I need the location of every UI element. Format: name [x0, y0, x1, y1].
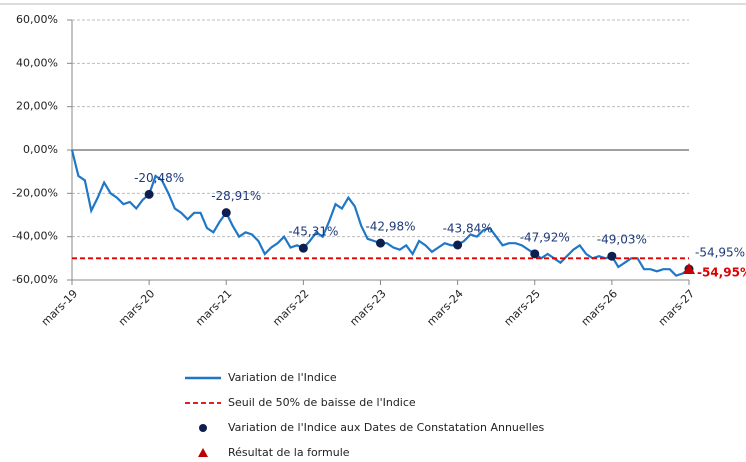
x-tick-label: mars-21 — [193, 287, 234, 328]
index-line — [70, 149, 690, 277]
x-tick-label: mars-20 — [116, 287, 157, 328]
x-tick-label: mars-22 — [270, 287, 311, 328]
data-label: -54,95% — [697, 266, 746, 280]
legend-label: Variation de l'Indice aux Dates de Const… — [228, 421, 545, 434]
y-tick-label: 0,00% — [23, 143, 58, 156]
data-label: -45,31% — [288, 225, 338, 239]
annual-dot — [221, 208, 231, 218]
legend-label: Seuil de 50% de baisse de l'Indice — [228, 396, 416, 409]
data-label: -49,03% — [597, 233, 647, 247]
annual-dot — [376, 238, 385, 248]
annual-dot — [530, 249, 540, 259]
legend-label: Résultat de la formule — [228, 446, 350, 459]
data-label: -28,91% — [211, 189, 261, 203]
annual-dot — [453, 240, 463, 250]
data-label: -42,98% — [365, 220, 415, 234]
annual-dot — [144, 189, 154, 199]
result-triangle — [683, 263, 695, 275]
y-tick-label: -40,00% — [12, 230, 58, 243]
data-label: -43,84% — [443, 221, 493, 235]
legend-label: Variation de l'Indice — [228, 371, 337, 384]
annual-dot — [607, 251, 617, 261]
y-tick-label: 20,00% — [16, 100, 58, 113]
x-tick-label: mars-27 — [656, 287, 697, 328]
y-tick-label: -20,00% — [12, 186, 58, 199]
y-tick-label: 40,00% — [16, 56, 58, 69]
x-tick-label: mars-24 — [424, 287, 465, 328]
x-tick-label: mars-25 — [501, 287, 542, 328]
x-tick-label: mars-23 — [347, 287, 388, 328]
data-label: -47,92% — [520, 230, 570, 244]
legend-marker — [199, 424, 207, 432]
legend-marker — [198, 448, 208, 457]
x-tick-label: mars-19 — [39, 287, 80, 328]
data-label: -20,48% — [134, 171, 184, 185]
data-label: -54,95% — [695, 246, 745, 260]
y-tick-label: -60,00% — [12, 273, 58, 286]
x-tick-label: mars-26 — [579, 287, 620, 328]
y-tick-label: 60,00% — [16, 13, 58, 26]
annual-dot — [298, 243, 308, 253]
